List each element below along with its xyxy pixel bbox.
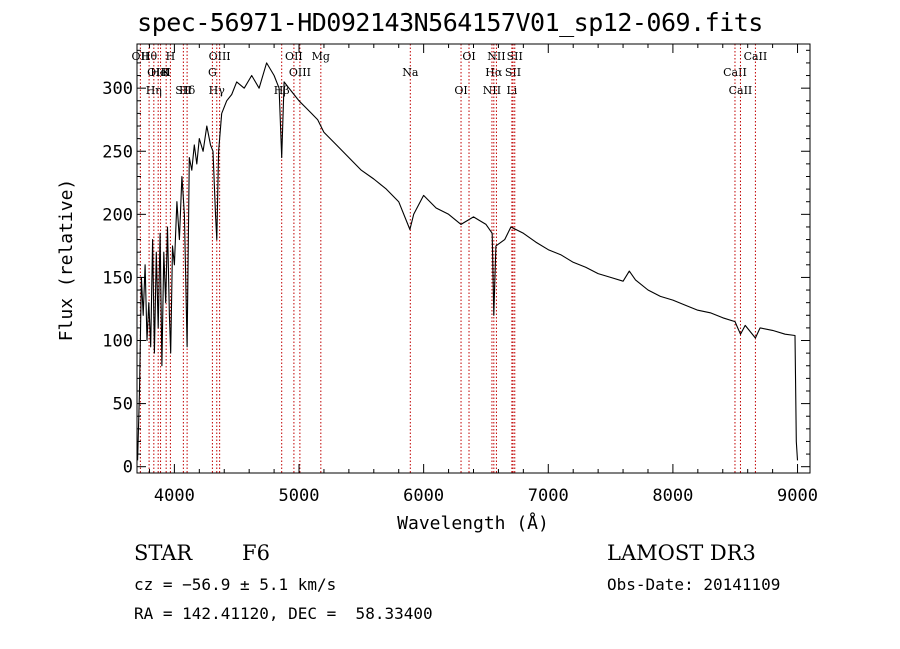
line-marker-label: SII [505, 66, 521, 79]
line-marker-label: Hβ [274, 84, 290, 97]
ra-dec-coordinates: RA = 142.41120, DEC = 58.33400 [134, 604, 433, 623]
line-marker-label: OIII [209, 50, 231, 63]
spectrum-series-line [137, 62, 799, 461]
y-axis-label: Flux (relative) [56, 179, 77, 342]
line-marker-label: OII [285, 50, 303, 63]
x-tick-label: 5000 [279, 486, 320, 506]
line-marker-label: HeI [150, 66, 170, 79]
x-tick-label: 7000 [528, 486, 569, 506]
survey-name: LAMOST DR3 [607, 541, 756, 565]
line-marker-label: OIII [147, 66, 169, 79]
line-marker-label: CaII [729, 84, 753, 97]
x-axis-label: Wavelength (Å) [397, 512, 549, 534]
line-marker-label: CaII [723, 66, 747, 79]
line-marker-label: H [166, 50, 176, 63]
line-marker-layer: HθKHδOIIHeISIIOIIIOIIIHγOIIOIIIHηHGHβMgN… [132, 44, 768, 473]
x-tick-label: 6000 [403, 486, 444, 506]
x-tick-label: 4000 [154, 486, 195, 506]
line-marker-label: Na [402, 66, 419, 79]
line-marker-label: Hθ [141, 50, 158, 63]
y-tick-label: 50 [113, 395, 133, 415]
line-marker-label: NII [487, 50, 505, 63]
x-tick-label: 8000 [652, 486, 693, 506]
line-marker-label: Hγ [209, 84, 226, 97]
chart-title: spec-56971-HD092143N564157V01_sp12-069.f… [137, 8, 763, 37]
line-marker-label: Li [506, 84, 517, 97]
line-marker-label: G [208, 66, 217, 79]
line-marker-label: Hα [485, 66, 503, 79]
y-tick-label: 100 [102, 332, 133, 352]
y-tick-label: 150 [102, 268, 133, 288]
x-tick-label: 9000 [777, 486, 818, 506]
line-marker-label: OI [454, 84, 467, 97]
line-marker-label: OI [462, 50, 475, 63]
line-marker-label: Mg [312, 50, 330, 63]
y-tick-label: 300 [102, 79, 133, 99]
redshift-cz: cz = −56.9 ± 5.1 km/s [134, 575, 337, 594]
spectral-subclass: F6 [242, 541, 270, 565]
line-marker-label: CaII [744, 50, 768, 63]
line-marker-label: OIII [289, 66, 311, 79]
line-marker-label: OII [132, 50, 150, 63]
line-marker-label: SII [507, 50, 523, 63]
line-marker-label: Hη [146, 84, 162, 97]
y-tick-label: 0 [123, 458, 133, 478]
line-marker-label: NII [483, 84, 501, 97]
line-marker-label: SII [175, 84, 191, 97]
series-layer [137, 62, 799, 461]
axis-ticks: 4000 5000 6000 7000 8000 9000 0 50 100 150 200 250 3… [102, 44, 818, 506]
y-tick-label: 250 [102, 142, 133, 162]
observation-date: Obs-Date: 20141109 [607, 575, 781, 594]
object-class: STAR [134, 541, 193, 565]
line-marker-label: K [162, 66, 171, 79]
plot-frame [136, 43, 811, 474]
y-tick-label: 200 [102, 205, 133, 225]
